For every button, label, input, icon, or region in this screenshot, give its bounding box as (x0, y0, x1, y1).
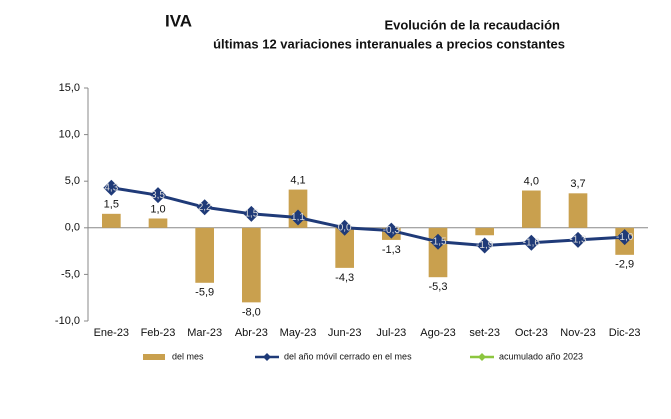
marker (290, 209, 306, 226)
bar (102, 213, 121, 228)
bar (242, 227, 261, 303)
bar (335, 227, 354, 268)
bar-value-label: 1,0 (150, 203, 165, 215)
marker (243, 205, 260, 222)
line-value-label: 1,5 (244, 208, 258, 219)
bar-value-label: 4,0 (524, 175, 539, 187)
x-tick-label: May-23 (280, 327, 317, 339)
marker (430, 233, 446, 250)
bar (195, 227, 214, 283)
legend-swatch (143, 354, 165, 360)
legend-swatch (263, 353, 271, 361)
legend-label: del año móvil cerrado en el mes (284, 351, 412, 361)
bar-value-label: 3,7 (570, 178, 585, 190)
bar-value-label: -5,3 (429, 281, 448, 293)
x-tick-label: Ago-23 (420, 327, 455, 339)
bar-value-label: -8,0 (242, 306, 261, 318)
x-tick-label: set-23 (469, 327, 500, 339)
x-tick-label: Nov-23 (560, 327, 595, 339)
legend-swatch (478, 353, 486, 361)
line-value-label: 1,1 (291, 212, 305, 223)
y-tick-label: 5,0 (65, 175, 80, 187)
marker (383, 222, 400, 239)
line-value-label: -1,5 (429, 236, 447, 247)
legend-label: acumulado año 2023 (499, 351, 583, 361)
marker (196, 199, 213, 216)
bar (522, 190, 541, 228)
marker (570, 231, 586, 248)
x-tick-label: Abr-23 (235, 327, 268, 339)
y-tick-label: -10,0 (55, 315, 80, 327)
bar-value-label: -5,9 (195, 287, 214, 299)
line-value-label: 0,0 (338, 222, 352, 233)
line-value-label: -1,3 (569, 235, 587, 246)
line-value-label: 3,5 (151, 190, 165, 201)
y-tick-label: 10,0 (59, 129, 80, 141)
x-tick-label: Jun-23 (328, 327, 362, 339)
marker (336, 219, 353, 236)
line-value-label: -0,3 (383, 225, 401, 236)
x-tick-label: Jul-23 (376, 327, 406, 339)
x-tick-label: Dic-23 (609, 327, 641, 339)
legend-label: del mes (172, 351, 204, 361)
x-tick-label: Mar-23 (187, 327, 222, 339)
line-value-label: -1,9 (476, 240, 494, 251)
chart-subtitle: Evolución de la recaudación (384, 17, 560, 32)
line-value-label: -1,6 (523, 237, 541, 248)
marker (616, 229, 633, 246)
bar (148, 218, 168, 228)
bar-value-label: 4,1 (290, 174, 305, 186)
marker (476, 237, 493, 254)
y-tick-label: 0,0 (65, 222, 80, 234)
bar-value-label: -2,9 (615, 259, 634, 271)
bar (568, 193, 588, 228)
marker (150, 187, 166, 204)
x-tick-label: Oct-23 (515, 327, 548, 339)
bar (475, 227, 494, 236)
bar-value-label: -1,3 (382, 244, 401, 256)
line (111, 186, 625, 248)
bar-value-label: 1,5 (104, 199, 119, 211)
chart-title: IVA (165, 11, 192, 30)
marker (523, 234, 540, 251)
y-tick-label: 15,0 (59, 82, 80, 94)
line-value-label: 2,2 (198, 202, 212, 213)
line-value-label: -1,0 (616, 232, 634, 243)
chart-subtitle: últimas 12 variaciones interanuales a pr… (213, 36, 565, 51)
x-tick-label: Ene-23 (94, 327, 129, 339)
x-tick-label: Feb-23 (141, 327, 176, 339)
marker (103, 179, 120, 196)
line-value-label: 4,3 (104, 182, 118, 193)
y-tick-label: -5,0 (61, 268, 80, 280)
bar-value-label: -4,3 (335, 272, 354, 284)
